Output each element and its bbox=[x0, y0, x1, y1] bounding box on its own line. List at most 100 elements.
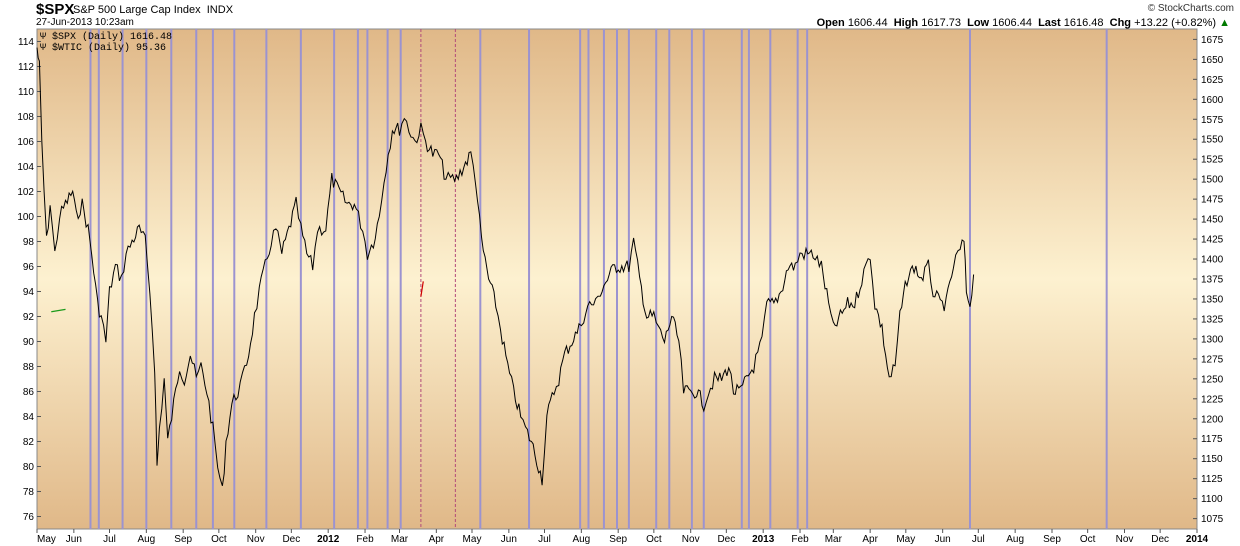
left-tick-label: 102 bbox=[17, 187, 34, 198]
right-tick-label: 1575 bbox=[1201, 115, 1224, 126]
x-tick-label: 2013 bbox=[752, 534, 775, 545]
legend-entry: Ψ $WTIC (Daily) 95.36 bbox=[40, 42, 166, 54]
x-tick-label: Sep bbox=[1043, 534, 1061, 545]
right-tick-label: 1075 bbox=[1201, 514, 1224, 525]
x-tick-label: Oct bbox=[646, 534, 662, 545]
open-label: Open bbox=[816, 17, 845, 29]
right-tick-label: 1300 bbox=[1201, 334, 1224, 345]
right-tick-label: 1625 bbox=[1201, 75, 1224, 86]
left-tick-label: 76 bbox=[23, 512, 35, 523]
right-tick-label: 1125 bbox=[1201, 474, 1223, 485]
chg-label: Chg bbox=[1109, 17, 1132, 29]
right-tick-label: 1200 bbox=[1201, 414, 1224, 425]
x-tick-label: Aug bbox=[1006, 534, 1024, 545]
x-tick-label: Jun bbox=[935, 534, 951, 545]
right-tick-label: 1425 bbox=[1201, 235, 1224, 246]
open-value: 1606.44 bbox=[847, 17, 888, 29]
x-tick-label: May bbox=[37, 534, 56, 545]
legend-entry: Ψ $SPX (Daily) 1616.48 bbox=[40, 31, 172, 43]
x-tick-label: Aug bbox=[137, 534, 155, 545]
x-tick-label: Oct bbox=[211, 534, 227, 545]
x-tick-label: Dec bbox=[717, 534, 735, 545]
x-tick-label: Jul bbox=[103, 534, 116, 545]
right-tick-label: 1550 bbox=[1201, 135, 1224, 146]
right-tick-label: 1250 bbox=[1201, 374, 1224, 385]
left-tick-label: 88 bbox=[23, 362, 35, 373]
quote-date: 27-Jun-2013 10:23am bbox=[36, 17, 134, 28]
x-tick-label: Dec bbox=[282, 534, 300, 545]
left-tick-label: 108 bbox=[17, 112, 34, 123]
x-tick-label: Feb bbox=[356, 534, 374, 545]
x-tick-label: Jun bbox=[66, 534, 82, 545]
left-tick-label: 98 bbox=[23, 237, 35, 248]
vertical-markers bbox=[89, 29, 1108, 529]
x-tick-label: Nov bbox=[247, 534, 265, 545]
x-tick-label: Mar bbox=[825, 534, 843, 545]
exchange: INDX bbox=[206, 4, 234, 16]
right-tick-label: 1525 bbox=[1201, 155, 1224, 166]
ohlc-readout: Open 1606.44 High 1617.73 Low 1606.44 La… bbox=[817, 17, 1230, 29]
left-tick-label: 92 bbox=[23, 312, 35, 323]
x-tick-label: Jul bbox=[538, 534, 551, 545]
brand-watermark: © StockCharts.com bbox=[1147, 3, 1234, 14]
low-value: 1606.44 bbox=[992, 17, 1032, 29]
x-tick-label: Oct bbox=[1080, 534, 1096, 545]
series-line-2 bbox=[420, 281, 424, 297]
x-tick-label: May bbox=[463, 534, 482, 545]
left-tick-label: 104 bbox=[17, 162, 34, 173]
left-tick-label: 78 bbox=[23, 487, 35, 498]
last-value: 1616.48 bbox=[1063, 17, 1104, 29]
left-tick-label: 96 bbox=[23, 262, 35, 273]
right-tick-label: 1325 bbox=[1201, 314, 1224, 325]
right-tick-label: 1375 bbox=[1201, 275, 1224, 286]
x-tick-label: Mar bbox=[391, 534, 409, 545]
left-tick-label: 112 bbox=[18, 62, 34, 73]
x-tick-label: Apr bbox=[429, 534, 445, 545]
low-label: Low bbox=[967, 17, 990, 29]
legend: Ψ $SPX (Daily) 1616.48Ψ $WTIC (Daily) 95… bbox=[40, 31, 172, 54]
x-tick-label: Nov bbox=[1116, 534, 1134, 545]
right-axis: 1075 1100 1125 1150 1175 1200 1225 1250 1275 1300… bbox=[1193, 35, 1224, 525]
x-tick-label: Nov bbox=[682, 534, 700, 545]
series-layer bbox=[36, 47, 975, 486]
series-line-0 bbox=[36, 47, 975, 486]
right-tick-label: 1400 bbox=[1201, 255, 1224, 266]
right-tick-label: 1100 bbox=[1201, 494, 1223, 505]
symbol: $SPX bbox=[36, 1, 75, 18]
left-tick-label: 80 bbox=[23, 462, 35, 473]
left-tick-label: 114 bbox=[18, 37, 34, 48]
x-tick-label: 2012 bbox=[317, 534, 340, 545]
x-tick-label: Feb bbox=[791, 534, 809, 545]
x-tick-label: Sep bbox=[174, 534, 192, 545]
x-tick-label: Aug bbox=[572, 534, 590, 545]
high-label: High bbox=[893, 17, 919, 29]
right-tick-label: 1650 bbox=[1201, 55, 1224, 66]
x-tick-label: May bbox=[896, 534, 915, 545]
left-tick-label: 110 bbox=[18, 87, 34, 98]
left-tick-label: 82 bbox=[23, 437, 35, 448]
right-tick-label: 1475 bbox=[1201, 195, 1224, 206]
x-tick-label: Jun bbox=[501, 534, 517, 545]
x-tick-label: Apr bbox=[862, 534, 878, 545]
left-tick-label: 86 bbox=[23, 387, 35, 398]
series-line-1 bbox=[51, 308, 66, 313]
chg-value: +13.22 (+0.82%) bbox=[1134, 17, 1217, 29]
high-value: 1617.73 bbox=[921, 17, 961, 29]
index-name-text: S&P 500 Large Cap Index bbox=[73, 4, 201, 16]
x-tick-label: Dec bbox=[1151, 534, 1169, 545]
last-label: Last bbox=[1038, 17, 1061, 29]
right-tick-label: 1500 bbox=[1201, 175, 1224, 186]
left-tick-label: 94 bbox=[23, 287, 35, 298]
left-tick-label: 90 bbox=[23, 337, 35, 348]
right-tick-label: 1350 bbox=[1201, 294, 1224, 305]
left-tick-label: 84 bbox=[23, 412, 35, 423]
right-tick-label: 1175 bbox=[1201, 434, 1223, 445]
up-arrow-icon: ▲ bbox=[1219, 17, 1230, 29]
right-tick-label: 1675 bbox=[1201, 35, 1224, 46]
x-tick-label: Sep bbox=[609, 534, 627, 545]
right-tick-label: 1600 bbox=[1201, 95, 1224, 106]
left-axis: 76 78 80 82 84 86 88 90 92 94 96 98 100 102 104 106 108 1… bbox=[17, 37, 41, 523]
x-tick-label: 2014 bbox=[1186, 534, 1209, 545]
left-tick-label: 106 bbox=[17, 137, 34, 148]
